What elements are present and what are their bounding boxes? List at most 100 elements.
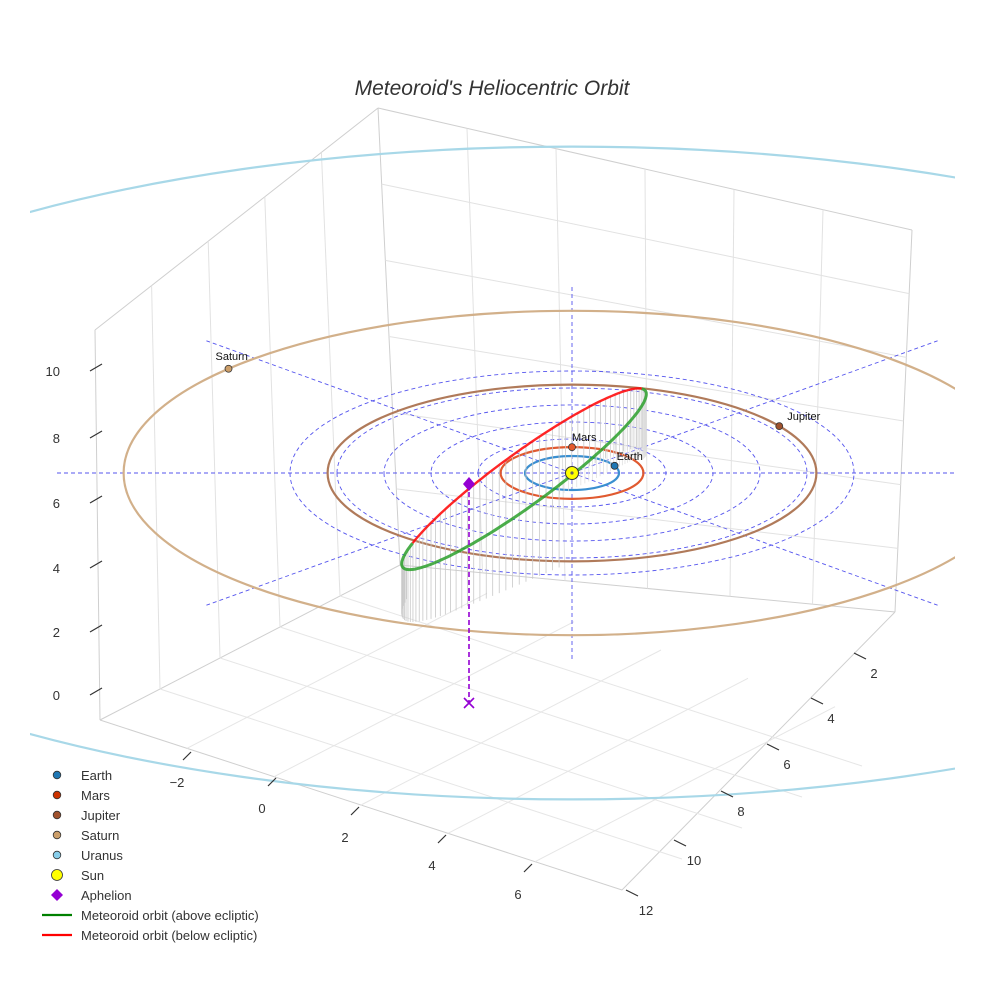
sun-center	[570, 471, 574, 475]
meteoroid-above-arc	[400, 387, 648, 572]
legend-label: Jupiter	[81, 808, 121, 823]
saturn-label: Saturn	[216, 351, 248, 363]
grid-ring	[289, 370, 855, 576]
legend-swatch	[51, 889, 63, 901]
z-tick-mark	[89, 430, 103, 439]
orbit-mars	[499, 446, 645, 500]
z-tick-mark	[89, 560, 103, 569]
wall-gridline	[385, 259, 907, 358]
legend-label: Aphelion	[81, 888, 132, 903]
legend-item[interactable]: Saturn	[52, 828, 119, 843]
x-tick-label: 2	[341, 830, 348, 845]
y-tick-mark	[673, 839, 687, 847]
box-edge	[94, 107, 379, 331]
legend-label: Mars	[81, 788, 110, 803]
legend-item[interactable]: Meteoroid orbit (below ecliptic)	[42, 928, 257, 943]
legend-swatch	[52, 810, 62, 820]
x-tick-label: −2	[170, 775, 185, 790]
y-tick-mark	[720, 790, 734, 798]
y-tick-label: 8	[737, 804, 744, 819]
x-tick-mark	[523, 863, 533, 873]
legend[interactable]: Earth Mars Jupiter Saturn Uranus Sun Aphelion M…	[42, 768, 259, 943]
orbit-saturn	[122, 309, 955, 637]
z-tick-mark	[89, 363, 103, 372]
mars-marker	[568, 443, 576, 452]
aphelion-floor-marker	[463, 697, 475, 709]
legend-label: Uranus	[81, 848, 123, 863]
grid-spoke	[206, 340, 573, 474]
box-edge	[94, 329, 101, 721]
planet-orbits	[30, 145, 955, 801]
floor-gridline	[534, 706, 836, 863]
x-tick-label: 6	[514, 887, 521, 902]
jupiter-marker	[775, 422, 784, 431]
wall-gridline	[320, 152, 341, 597]
polar-grid	[55, 286, 955, 660]
y-tick-mark	[625, 889, 639, 897]
orbit-uranus	[30, 145, 955, 801]
axis-box	[94, 107, 913, 891]
z-tick-mark	[89, 624, 103, 633]
jupiter-label: Jupiter	[787, 411, 820, 423]
orbit-jupiter	[326, 383, 818, 563]
ecliptic-guides	[30, 145, 955, 801]
grid-spoke	[206, 472, 573, 606]
legend-item[interactable]: Earth	[52, 768, 112, 783]
mars-label: Mars	[572, 432, 597, 444]
legend-label: Saturn	[81, 828, 119, 843]
legend-item[interactable]: Uranus	[52, 848, 123, 863]
grid-ring	[383, 404, 761, 542]
legend-item[interactable]: Meteoroid orbit (above ecliptic)	[42, 908, 259, 923]
z-tick-label: 6	[53, 496, 60, 511]
legend-item[interactable]: Jupiter	[52, 808, 121, 823]
x-tick-label: 0	[258, 801, 265, 816]
floor-gridline	[159, 688, 683, 860]
floor-gridline	[360, 649, 662, 806]
z-tick-label: 0	[53, 688, 60, 703]
z-tick-label: 4	[53, 561, 60, 576]
legend-swatch	[52, 790, 62, 800]
z-tick-mark	[89, 495, 103, 504]
wall-gridline	[151, 285, 161, 690]
y-tick-label: 12	[639, 903, 653, 918]
grid-spoke	[571, 340, 938, 474]
orbit-earth	[523, 454, 621, 492]
floor-gridline	[339, 595, 863, 767]
legend-label: Earth	[81, 768, 112, 783]
box-edge	[621, 611, 896, 891]
drop-lines	[401, 388, 647, 623]
floor-gridline	[273, 621, 575, 778]
y-tick-mark	[853, 652, 867, 660]
floor-gridline	[219, 657, 743, 829]
meteoroid-orbit	[400, 387, 648, 709]
y-tick-mark	[766, 743, 780, 751]
z-tick-label: 10	[46, 364, 60, 379]
floor-gridline	[186, 592, 488, 749]
y-tick-label: 6	[783, 757, 790, 772]
legend-label: Meteoroid orbit (above ecliptic)	[81, 908, 259, 923]
y-tick-label: 4	[827, 711, 834, 726]
x-tick-mark	[267, 777, 277, 787]
wall-gridline	[207, 241, 221, 659]
saturn-marker	[224, 364, 233, 373]
z-tick-label: 2	[53, 625, 60, 640]
floor-gridline	[447, 677, 749, 834]
chart-title: Meteoroid's Heliocentric Orbit	[355, 77, 631, 100]
legend-swatch	[52, 830, 62, 840]
x-tick-mark	[350, 806, 360, 816]
legend-item[interactable]: Sun	[51, 868, 105, 883]
wall-gridline	[381, 183, 910, 295]
legend-label: Meteoroid orbit (below ecliptic)	[81, 928, 257, 943]
legend-item[interactable]: Mars	[52, 788, 110, 803]
wall-gridline	[388, 336, 904, 422]
y-tick-mark	[810, 697, 824, 705]
legend-item[interactable]: Aphelion	[51, 888, 132, 903]
x-tick-mark	[437, 834, 447, 844]
x-tick-mark	[182, 751, 192, 761]
grid-spoke	[571, 472, 938, 606]
bodies: Earth Mars Jupiter Saturn	[216, 351, 821, 480]
wall-gridline	[264, 196, 281, 628]
legend-swatch	[52, 770, 62, 780]
aphelion-marker	[463, 477, 475, 491]
